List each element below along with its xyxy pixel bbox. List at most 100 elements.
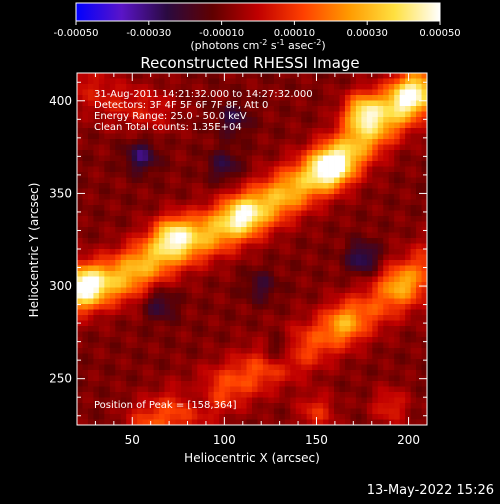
heatmap-cell xyxy=(279,260,286,266)
heatmap-cell xyxy=(350,337,357,343)
heatmap-cell xyxy=(202,194,209,200)
heatmap-cell xyxy=(290,381,297,387)
heatmap-cell xyxy=(268,282,275,288)
heatmap-cell xyxy=(82,309,89,316)
heatmap-cell xyxy=(219,188,226,195)
heatmap-cell xyxy=(257,106,264,112)
heatmap-cell xyxy=(268,232,275,239)
heatmap-cell xyxy=(312,73,319,79)
heatmap-cell xyxy=(197,293,204,299)
heatmap-cell xyxy=(361,216,368,222)
heatmap-cell xyxy=(301,276,308,283)
heatmap-cell xyxy=(120,419,127,426)
heatmap-cell xyxy=(241,89,247,96)
heatmap-cell xyxy=(334,353,340,360)
heatmap-cell xyxy=(290,216,297,222)
heatmap-cell xyxy=(416,397,422,404)
heatmap-cell xyxy=(120,155,127,162)
heatmap-cell xyxy=(252,287,258,294)
heatmap-cell xyxy=(355,144,362,151)
heatmap-cell xyxy=(109,227,116,233)
heatmap-cell xyxy=(295,227,302,233)
heatmap-cell xyxy=(290,243,297,250)
heatmap-cell xyxy=(306,342,313,349)
heatmap-cell xyxy=(77,364,83,371)
heatmap-cell xyxy=(339,326,346,332)
heatmap-cell xyxy=(328,95,335,101)
heatmap-cell xyxy=(399,254,406,261)
heatmap-cell xyxy=(388,260,395,266)
heatmap-cell xyxy=(290,150,297,156)
heatmap-cell xyxy=(383,205,390,211)
heatmap-cell xyxy=(197,194,204,200)
heatmap-cell xyxy=(153,133,160,140)
heatmap-cell xyxy=(120,188,127,195)
heatmap-cell xyxy=(159,188,165,195)
heatmap-cell xyxy=(317,188,324,195)
heatmap-cell xyxy=(224,364,231,371)
heatmap-cell xyxy=(262,370,269,376)
heatmap-cell xyxy=(87,199,94,206)
heatmap-cell xyxy=(273,84,280,90)
heatmap-cell xyxy=(213,287,220,294)
heatmap-cell xyxy=(366,177,373,184)
heatmap-cell xyxy=(301,309,308,316)
heatmap-cell xyxy=(142,359,149,365)
heatmap-cell xyxy=(208,84,215,90)
heatmap-cell xyxy=(213,89,220,96)
heatmap-cell xyxy=(230,166,236,173)
heatmap-cell xyxy=(410,243,417,250)
heatmap-cell xyxy=(410,177,417,184)
heatmap-cell xyxy=(350,293,357,299)
heatmap-cell xyxy=(241,177,247,184)
heatmap-cell xyxy=(153,375,160,382)
heatmap-cell xyxy=(230,216,236,222)
heatmap-cell xyxy=(235,139,242,145)
heatmap-cell xyxy=(350,348,357,354)
heatmap-cell xyxy=(180,282,187,288)
heatmap-cell xyxy=(126,194,133,200)
heatmap-cell xyxy=(77,265,83,272)
heatmap-cell xyxy=(328,271,335,277)
heatmap-cell xyxy=(344,353,351,360)
heatmap-cell xyxy=(344,287,351,294)
heatmap-cell xyxy=(355,375,362,382)
heatmap-cell xyxy=(219,117,226,123)
heatmap-cell xyxy=(284,375,291,382)
heatmap-cell xyxy=(115,419,122,426)
heatmap-cell xyxy=(410,150,417,156)
heatmap-cell xyxy=(213,397,220,404)
heatmap-cell xyxy=(273,370,280,376)
heatmap-cell xyxy=(295,144,302,151)
heatmap-cell xyxy=(334,331,340,338)
heatmap-cell xyxy=(388,375,395,382)
heatmap-cell xyxy=(246,397,253,404)
heatmap-cell xyxy=(137,232,144,239)
heatmap-cell xyxy=(175,359,182,365)
heatmap-cell xyxy=(82,293,89,299)
heatmap-cell xyxy=(230,100,236,107)
heatmap-cell xyxy=(334,232,340,239)
heatmap-cell xyxy=(301,370,308,376)
heatmap-cell xyxy=(284,89,291,96)
heatmap-cell xyxy=(169,144,176,151)
heatmap-cell xyxy=(153,320,160,327)
heatmap-cell xyxy=(388,150,395,156)
heatmap-cell xyxy=(279,304,286,310)
heatmap-cell xyxy=(306,331,313,338)
heatmap-cell xyxy=(279,282,286,288)
heatmap-cell xyxy=(131,172,138,178)
heatmap-cell xyxy=(142,210,149,217)
heatmap-cell xyxy=(361,122,368,129)
heatmap-cell xyxy=(410,419,417,426)
heatmap-cell xyxy=(137,133,144,140)
heatmap-cell xyxy=(246,337,253,343)
heatmap-cell xyxy=(169,326,176,332)
heatmap-cell xyxy=(279,331,286,338)
heatmap-cell xyxy=(323,403,329,409)
heatmap-cell xyxy=(224,342,231,349)
heatmap-cell xyxy=(350,265,357,272)
heatmap-cell xyxy=(202,183,209,189)
heatmap-cell xyxy=(191,386,198,393)
heatmap-cell xyxy=(120,194,127,200)
